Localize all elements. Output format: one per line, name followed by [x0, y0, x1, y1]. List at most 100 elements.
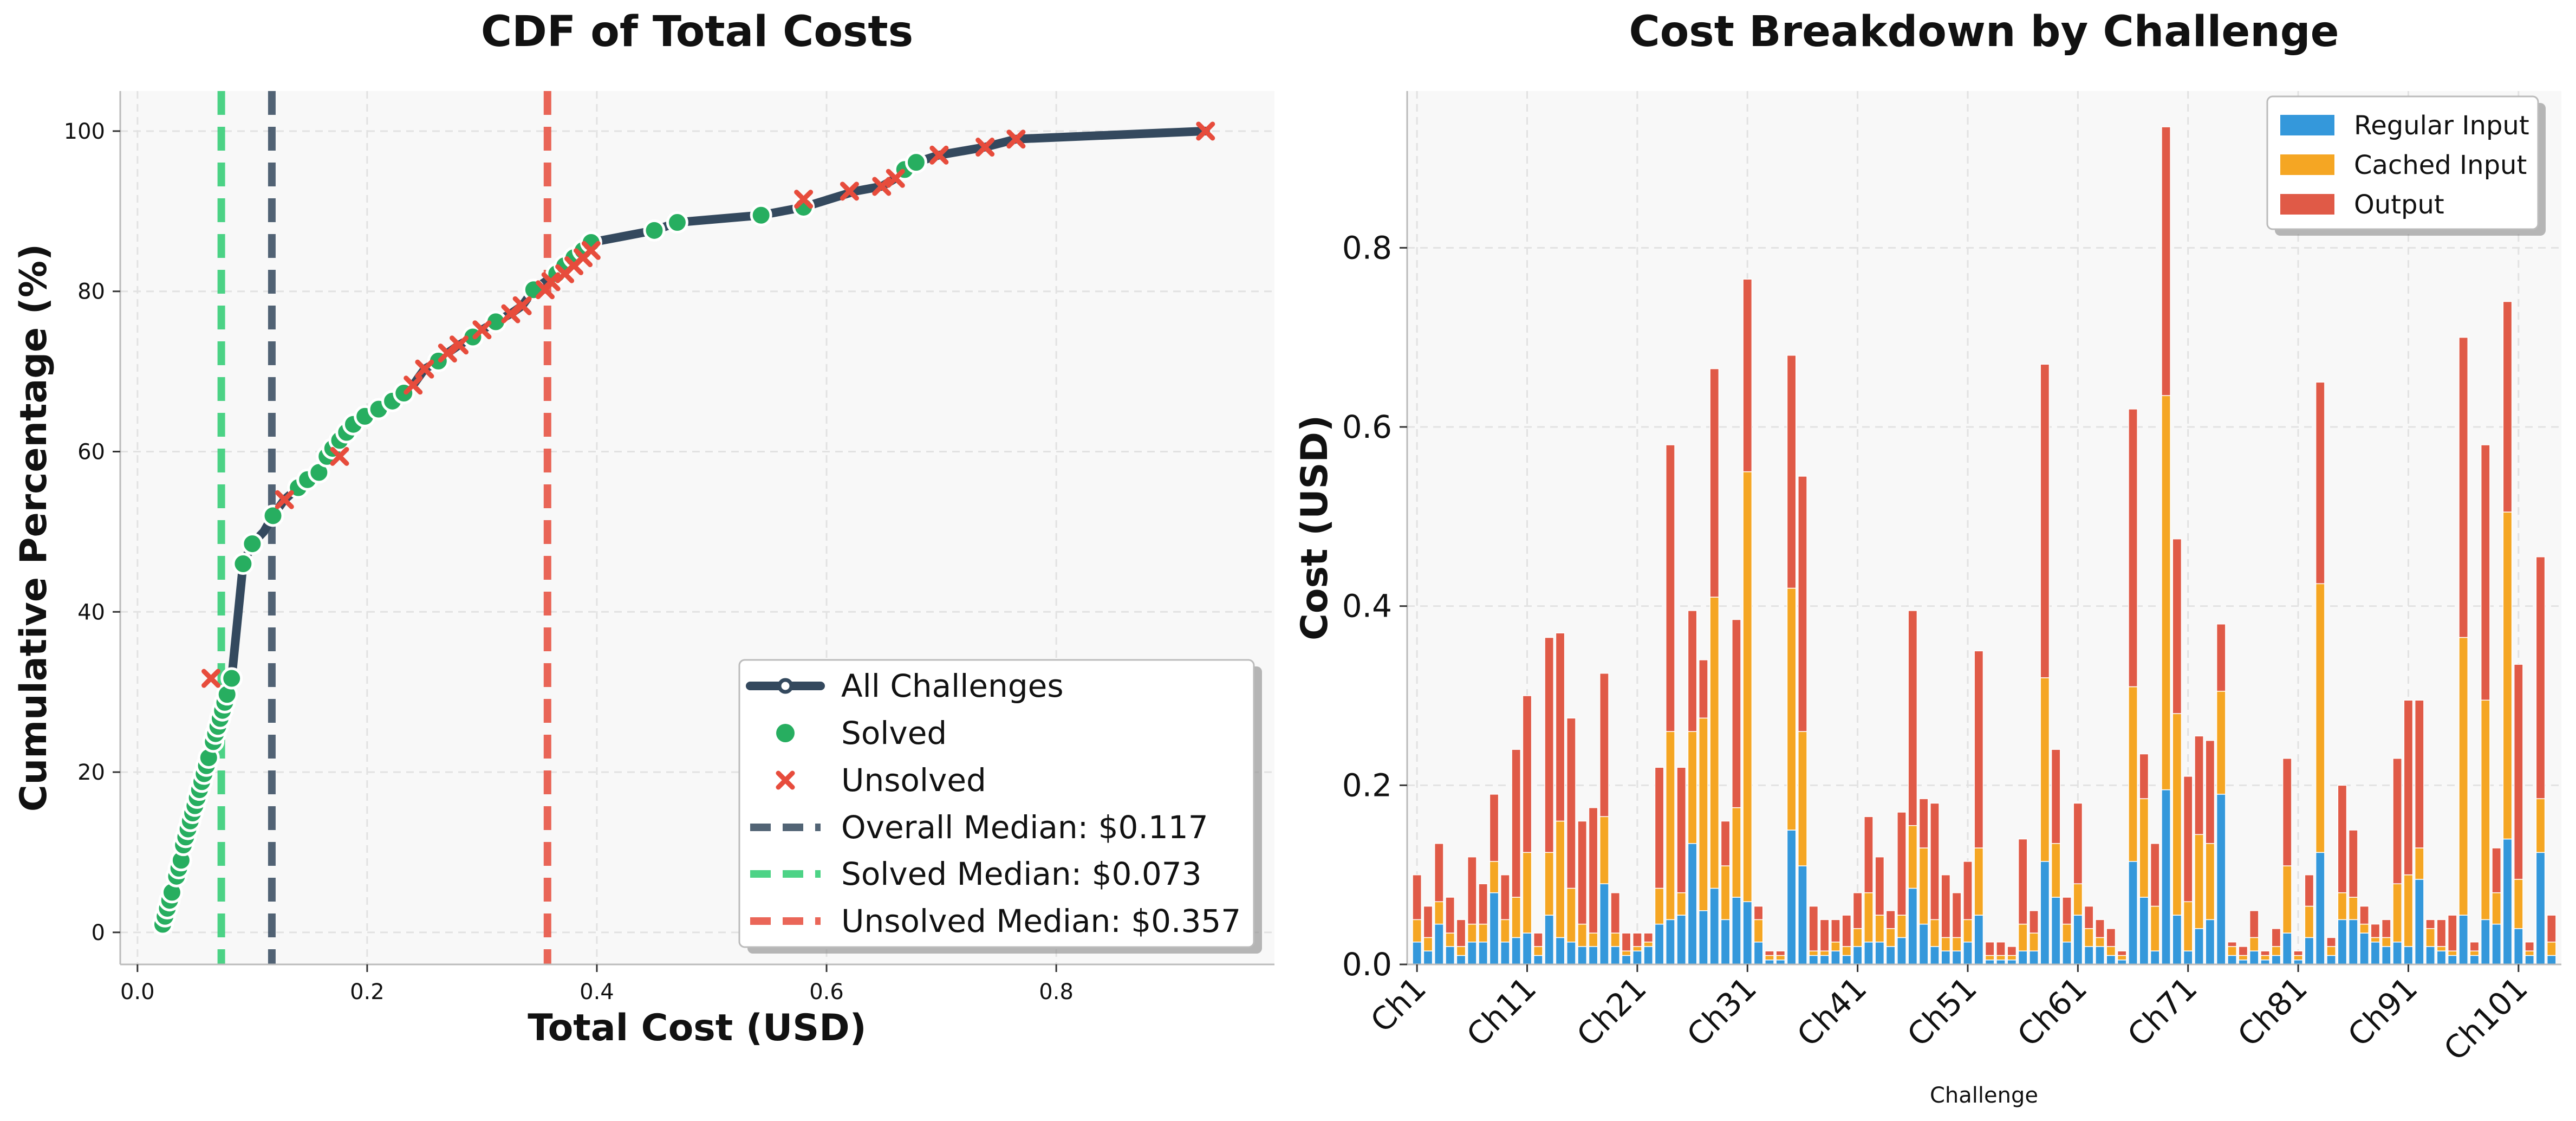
- bar-segment-cached-input: [1809, 950, 1819, 956]
- bar-segment-regular-input: [2359, 932, 2369, 965]
- solved-point: [262, 504, 284, 527]
- bar-segment-cached-input: [1500, 919, 1510, 943]
- bar-segment-output: [1809, 905, 1819, 951]
- bar-segment-output: [1500, 874, 1510, 921]
- bar-segment-regular-input: [1500, 941, 1510, 965]
- bar-segment-output: [1489, 794, 1499, 862]
- bar-segment-cached-input: [2073, 883, 2083, 916]
- bar-segment-regular-input: [2139, 897, 2149, 965]
- bar-segment-cached-input: [1852, 928, 1863, 947]
- unsolved-point: [872, 177, 892, 196]
- bar-segment-output: [1864, 816, 1874, 893]
- unsolved-point: [438, 344, 457, 363]
- bar-segment-output: [2249, 910, 2259, 938]
- bar-segment-regular-input: [2492, 923, 2502, 965]
- bar-segment-regular-input: [1533, 955, 1543, 965]
- bar-segment-output: [1819, 919, 1830, 951]
- bar-segment-output: [2007, 946, 2017, 956]
- legend-cached-input-swatch: [2280, 154, 2334, 175]
- bar-segment-cached-input: [2018, 923, 2028, 951]
- bar-segment-output: [1599, 672, 1609, 817]
- bar-segment-output: [1831, 919, 1840, 943]
- bar-segment-regular-input: [2513, 928, 2523, 965]
- bar-segment-regular-input: [2128, 861, 2138, 965]
- bar-segment-output: [1775, 950, 1786, 956]
- bar-segment-regular-input: [2084, 946, 2094, 965]
- bar-segment-cached-input: [2359, 923, 2369, 934]
- bar-segment-output: [1412, 874, 1422, 921]
- bar-segment-cached-input: [1842, 946, 1852, 956]
- bar-segment-output: [1478, 883, 1488, 925]
- bar-segment-output: [1875, 856, 1885, 916]
- bar-segment-regular-input: [1412, 941, 1422, 965]
- bar-segment-regular-input: [2040, 861, 2050, 965]
- bar-segment-cached-input: [2161, 395, 2171, 790]
- bar-segment-cached-input: [1985, 955, 1995, 961]
- bar-segment-output: [1798, 476, 1807, 732]
- bar-segment-cached-input: [2326, 946, 2336, 956]
- bar-segment-cached-input: [2150, 905, 2160, 951]
- cdf-x-tick-label: 0.8: [1039, 980, 1074, 1005]
- cdf-markers: [151, 121, 1215, 936]
- bar-segment-output: [2458, 336, 2469, 638]
- legend-solved-marker: [776, 724, 795, 742]
- bar-y-tick-label: 0.0: [1342, 946, 1392, 983]
- bar-segment-output: [1544, 637, 1554, 853]
- bar-segment-output: [2018, 838, 2028, 925]
- bar-y-tick-label: 0.8: [1342, 229, 1392, 266]
- cdf-y-tick-label: 80: [77, 280, 105, 304]
- cdf-legend-box: [738, 659, 1255, 948]
- bar-y-tick-label: 0.6: [1342, 409, 1392, 445]
- bar-segment-regular-input: [2315, 852, 2325, 965]
- bar-segment-output: [1467, 856, 1477, 925]
- bar-segment-cached-input: [1918, 847, 1929, 925]
- bar-segment-cached-input: [1775, 955, 1786, 961]
- bar-segment-cached-input: [2293, 955, 2303, 961]
- unsolved-point: [886, 169, 905, 188]
- bar-segment-cached-input: [1720, 865, 1731, 921]
- bar-segment-cached-input: [2260, 955, 2270, 961]
- bar-segment-cached-input: [1423, 937, 1433, 951]
- cdf-y-tick-label: 0: [92, 921, 105, 945]
- bar-segment-regular-input: [1930, 946, 1940, 965]
- cdf-y-ticks: 0 20 40 60 80 100: [64, 119, 120, 945]
- bar-segment-cached-input: [1610, 932, 1621, 947]
- bar-segment-cached-input: [2051, 843, 2061, 898]
- bar-segment-output: [2051, 749, 2061, 844]
- bar-segment-cached-input: [1478, 923, 1488, 943]
- bar-segment-output: [1930, 802, 1940, 921]
- legend-unsolved-label: Unsolved: [841, 762, 986, 799]
- bar-segment-regular-input: [2249, 950, 2259, 965]
- bar-segment-regular-input: [2194, 928, 2204, 965]
- legend-overall-median-label: Overall Median: $0.117: [841, 809, 1208, 846]
- legend-output-label: Output: [2354, 190, 2444, 220]
- unsolved-point: [415, 359, 434, 379]
- bar-segment-output: [2238, 946, 2248, 956]
- bar-segment-cached-input: [2315, 583, 2325, 853]
- solved-point: [220, 667, 243, 690]
- bar-segment-cached-input: [1456, 946, 1466, 956]
- bar-segment-cached-input: [2381, 937, 2391, 947]
- bar-segment-cached-input: [1875, 915, 1885, 943]
- bar-segment-regular-input: [1908, 887, 1918, 965]
- bar-segment-regular-input: [2304, 937, 2314, 965]
- bar-segment-output: [1456, 919, 1466, 947]
- bar-segment-regular-input: [2414, 879, 2424, 965]
- bar-segment-output: [1765, 950, 1774, 956]
- legend-regular-input-swatch: [2280, 115, 2334, 135]
- bar-segment-output: [1687, 610, 1697, 732]
- unsolved-point: [201, 669, 221, 688]
- bar-segment-regular-input: [1511, 937, 1521, 965]
- bar-segment-regular-input: [1588, 946, 1598, 965]
- bar-segment-output: [1643, 932, 1654, 943]
- bar-segment-cached-input: [1566, 887, 1576, 943]
- bar-segment-regular-input: [2403, 946, 2414, 965]
- bar-segment-output: [2381, 919, 2391, 938]
- bar-y-axis-label: Cost (USD): [1293, 415, 1336, 640]
- bar-segment-regular-input: [2436, 950, 2447, 965]
- bar-segment-output: [1842, 915, 1852, 947]
- bar-segment-cached-input: [2007, 955, 2017, 961]
- bar-segment-output: [1588, 807, 1598, 934]
- bar-segment-regular-input: [1699, 910, 1708, 965]
- bar-segment-output: [1963, 861, 1973, 921]
